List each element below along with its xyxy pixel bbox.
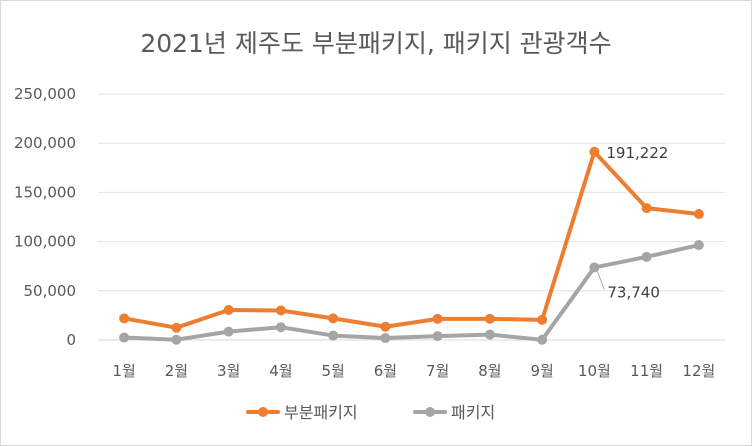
chart-title: 2021년 제주도 부분패키지, 패키지 관광객수	[140, 29, 612, 58]
legend-swatch-marker	[425, 407, 435, 417]
legend-swatch-marker	[258, 407, 268, 417]
data-point	[380, 333, 391, 344]
data-label: 191,222	[606, 144, 668, 162]
x-tick-label: 3월	[217, 362, 240, 380]
legend-label: 패키지	[451, 403, 495, 422]
x-tick-label: 11월	[630, 362, 663, 380]
data-point	[589, 262, 600, 273]
x-tick-label: 9월	[530, 362, 553, 380]
data-point	[223, 326, 234, 337]
data-point	[537, 314, 548, 325]
data-point	[119, 313, 130, 324]
x-axis-ticks: 1월 2월 3월 4월 5월 6월 7월 8월 9월 10월 11월 12월	[112, 362, 715, 380]
data-point	[693, 209, 704, 220]
data-point	[432, 313, 443, 324]
series-line	[122, 149, 701, 330]
y-axis-ticks: 0 50,000 100,000 150,000 200,000 250,000	[14, 85, 76, 349]
data-point	[171, 334, 182, 345]
data-point	[432, 331, 443, 342]
y-tick-label: 100,000	[14, 233, 76, 251]
y-tick-label: 0	[66, 331, 76, 349]
x-tick-label: 4월	[269, 362, 292, 380]
data-point	[171, 322, 182, 333]
data-point	[119, 332, 130, 343]
series-line	[122, 243, 701, 342]
x-tick-label: 5월	[321, 362, 344, 380]
legend: 부분패키지 패키지	[246, 403, 495, 422]
x-tick-label: 10월	[578, 362, 611, 380]
y-tick-label: 200,000	[14, 134, 76, 152]
data-point	[484, 313, 495, 324]
gridlines	[98, 93, 725, 341]
leader-line	[596, 271, 605, 290]
data-point	[693, 240, 704, 251]
data-point	[484, 329, 495, 340]
y-tick-label: 250,000	[14, 85, 76, 103]
data-point	[589, 146, 600, 157]
y-tick-label: 50,000	[24, 282, 77, 300]
x-tick-label: 2월	[165, 362, 188, 380]
legend-label: 부분패키지	[284, 403, 358, 422]
data-point	[275, 305, 286, 316]
x-tick-label: 6월	[374, 362, 397, 380]
data-point	[380, 321, 391, 332]
data-point	[641, 203, 652, 214]
data-point	[537, 334, 548, 345]
data-label: 73,740	[607, 283, 660, 301]
data-point	[223, 304, 234, 315]
data-point	[641, 251, 652, 262]
series	[119, 146, 704, 345]
y-tick-label: 150,000	[14, 183, 76, 201]
x-tick-label: 12월	[682, 362, 715, 380]
data-point	[328, 330, 339, 341]
x-tick-label: 1월	[112, 362, 135, 380]
data-point	[275, 322, 286, 333]
data-point	[328, 313, 339, 324]
x-tick-label: 7월	[426, 362, 449, 380]
data-labels: 191,222 73,740	[596, 144, 668, 301]
x-tick-label: 8월	[478, 362, 501, 380]
